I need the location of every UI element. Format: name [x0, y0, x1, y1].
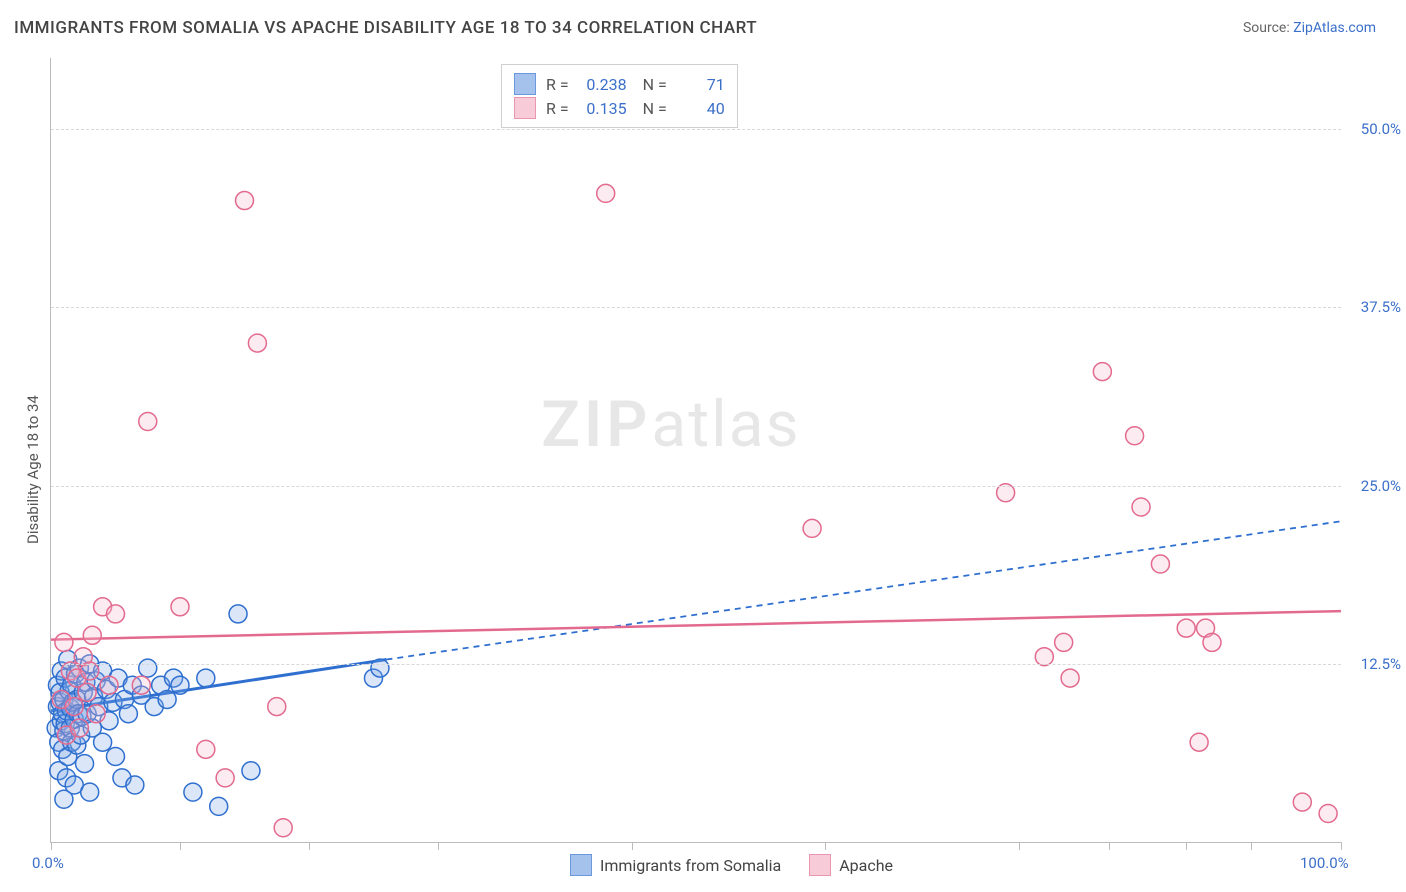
data-point-somalia — [210, 797, 228, 815]
legend-label-somalia: Immigrants from Somalia — [600, 856, 781, 875]
data-point-apache — [803, 519, 821, 537]
data-point-somalia — [229, 605, 247, 623]
y-tick-label: 12.5% — [1361, 655, 1401, 673]
data-point-somalia — [76, 755, 94, 773]
y-axis-label: Disability Age 18 to 34 — [24, 395, 42, 544]
data-point-apache — [1151, 555, 1169, 573]
data-point-apache — [171, 598, 189, 616]
x-tick — [438, 842, 439, 850]
data-point-apache — [1055, 633, 1073, 651]
legend-r-value-apache: 0.135 — [579, 99, 627, 118]
data-point-somalia — [197, 669, 215, 687]
data-point-apache — [597, 184, 615, 202]
data-point-somalia — [81, 783, 99, 801]
source-attribution: Source: ZipAtlas.com — [1243, 20, 1376, 36]
legend-bottom: Immigrants from Somalia Apache — [570, 854, 893, 876]
data-point-apache — [87, 705, 105, 723]
data-point-apache — [1093, 363, 1111, 381]
data-point-apache — [1190, 733, 1208, 751]
x-tick — [632, 842, 633, 850]
gridline — [51, 486, 1341, 487]
legend-stats-box: R = 0.238 N = 71 R = 0.135 N = 40 — [501, 64, 738, 128]
data-point-apache — [100, 676, 118, 694]
x-tick — [51, 842, 52, 850]
x-tick — [1341, 842, 1342, 850]
data-point-apache — [216, 769, 234, 787]
gridline — [51, 307, 1341, 308]
legend-r-label: R = — [546, 99, 569, 118]
x-tick — [1251, 842, 1252, 850]
legend-r-label: R = — [546, 75, 569, 94]
plot-svg — [51, 58, 1341, 842]
data-point-apache — [1126, 427, 1144, 445]
legend-stats-row-somalia: R = 0.238 N = 71 — [514, 73, 725, 95]
data-point-apache — [132, 676, 150, 694]
data-point-somalia — [171, 676, 189, 694]
data-point-somalia — [184, 783, 202, 801]
data-point-somalia — [119, 705, 137, 723]
data-point-apache — [1177, 619, 1195, 637]
chart-container: Disability Age 18 to 34 ZIPatlas R =0.23… — [0, 48, 1406, 892]
legend-swatch-apache — [809, 854, 831, 876]
data-point-apache — [197, 740, 215, 758]
data-point-apache — [1203, 633, 1221, 651]
trendline-extension-somalia — [386, 521, 1341, 659]
legend-n-label: N = — [643, 75, 667, 94]
data-point-apache — [65, 698, 83, 716]
data-point-apache — [70, 719, 88, 737]
y-tick-label: 37.5% — [1361, 298, 1401, 316]
y-tick-label: 50.0% — [1361, 120, 1401, 138]
data-point-somalia — [94, 733, 112, 751]
data-point-somalia — [371, 659, 389, 677]
x-tick — [180, 842, 181, 850]
legend-item-somalia: Immigrants from Somalia — [570, 854, 781, 876]
x-tick — [1109, 842, 1110, 850]
data-point-somalia — [139, 659, 157, 677]
chart-title: IMMIGRANTS FROM SOMALIA VS APACHE DISABI… — [14, 18, 757, 38]
data-point-apache — [83, 626, 101, 644]
gridline — [51, 664, 1341, 665]
data-point-somalia — [107, 747, 125, 765]
data-point-somalia — [126, 776, 144, 794]
x-axis-min-label: 0.0% — [32, 854, 64, 872]
legend-swatch-somalia — [570, 854, 592, 876]
legend-n-value-somalia: 71 — [677, 75, 725, 94]
data-point-apache — [1132, 498, 1150, 516]
x-tick — [309, 842, 310, 850]
data-point-somalia — [242, 762, 260, 780]
plot-area: ZIPatlas R =0.238N =71R =0.135N =40 12.5… — [50, 58, 1341, 843]
source-link[interactable]: ZipAtlas.com — [1293, 20, 1376, 36]
data-point-apache — [1061, 669, 1079, 687]
data-point-apache — [274, 819, 292, 837]
data-point-apache — [248, 334, 266, 352]
x-tick — [825, 842, 826, 850]
data-point-apache — [1293, 793, 1311, 811]
data-point-apache — [139, 412, 157, 430]
legend-r-value-somalia: 0.238 — [579, 75, 627, 94]
data-point-somalia — [158, 690, 176, 708]
legend-swatch-apache — [514, 97, 536, 119]
source-prefix: Source: — [1243, 20, 1293, 36]
legend-n-value-apache: 40 — [677, 99, 725, 118]
x-axis-max-label: 100.0% — [1300, 854, 1349, 872]
data-point-apache — [55, 633, 73, 651]
data-point-apache — [236, 192, 254, 210]
gridline — [51, 129, 1341, 130]
legend-n-label: N = — [643, 99, 667, 118]
x-tick — [1019, 842, 1020, 850]
data-point-apache — [78, 683, 96, 701]
data-point-apache — [268, 698, 286, 716]
data-point-apache — [107, 605, 125, 623]
legend-stats-row-apache: R = 0.135 N = 40 — [514, 97, 725, 119]
legend-label-apache: Apache — [839, 856, 893, 875]
x-tick — [1186, 842, 1187, 850]
y-tick-label: 25.0% — [1361, 477, 1401, 495]
legend-swatch-somalia — [514, 73, 536, 95]
legend-item-apache: Apache — [809, 854, 893, 876]
data-point-apache — [1319, 804, 1337, 822]
